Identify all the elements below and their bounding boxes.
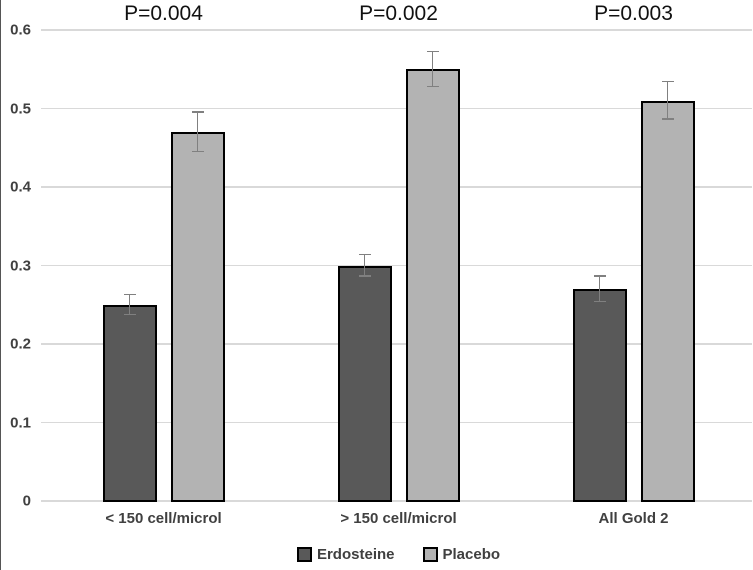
legend-item-erdosteine: Erdosteine (296, 546, 395, 563)
y-axis-tick-label: 0 (22, 492, 31, 510)
placebo-swatch-icon (422, 547, 438, 562)
legend-item-placebo: Placebo (422, 546, 501, 563)
bar-placebo-group-2 (405, 69, 460, 502)
y-axis-tick-label: 0.5 (10, 100, 31, 117)
gridline-0.3 (41, 264, 752, 267)
p-value-label-group-2: P=0.002 (359, 2, 438, 25)
error-bar (128, 294, 131, 315)
error-bar (196, 112, 199, 152)
p-value-label-group-3: P=0.003 (594, 2, 673, 25)
legend-label-placebo: Placebo (442, 546, 501, 563)
gridline-0.2 (41, 343, 752, 345)
error-bar-cap (593, 300, 606, 303)
error-bar-cap (123, 293, 136, 296)
bar-erdosteine-group-3 (572, 289, 627, 502)
error-bar (666, 81, 669, 120)
error-bar-cap (426, 50, 439, 53)
gridline-0.1 (41, 421, 752, 424)
error-bar-cap (426, 85, 439, 88)
legend-label-erdosteine: Erdosteine (316, 546, 395, 563)
error-bar-cap (661, 118, 674, 120)
bar-placebo-group-3 (640, 100, 695, 502)
gridline-0.6 (41, 29, 752, 31)
error-bar-cap (593, 275, 606, 277)
y-axis-tick-label: 0.6 (10, 21, 31, 39)
error-bar (598, 276, 601, 302)
error-bar (363, 254, 366, 277)
error-bar-cap (123, 313, 136, 316)
gridline-0.4 (41, 186, 752, 188)
bar-erdosteine-group-2 (337, 265, 392, 502)
error-bar-cap (358, 253, 371, 255)
gridline-0 (41, 500, 752, 502)
erdosteine-swatch-icon (296, 547, 312, 562)
y-axis-tick-label: 0.1 (10, 414, 31, 431)
bar-erdosteine-group-1 (102, 304, 157, 502)
bar-placebo-group-1 (170, 132, 225, 502)
gridline-0.5 (41, 107, 752, 110)
legend: Erdosteine Placebo (46, 546, 751, 563)
x-axis-category-label: All Gold 2 (598, 510, 669, 527)
error-bar-cap (191, 150, 204, 153)
y-axis-tick-label: 0.3 (10, 257, 31, 274)
error-bar-cap (661, 80, 674, 83)
y-axis-tick-label: 0.4 (10, 178, 31, 196)
x-axis-category-label: > 150 cell/microl (340, 510, 457, 527)
error-bar (431, 51, 434, 87)
p-value-label-group-1: P=0.004 (124, 2, 203, 25)
y-axis-tick-label: 0.2 (10, 335, 31, 353)
x-axis-category-label: < 150 cell/microl (105, 510, 222, 527)
error-bar-cap (191, 111, 204, 113)
error-bar-cap (358, 275, 371, 277)
